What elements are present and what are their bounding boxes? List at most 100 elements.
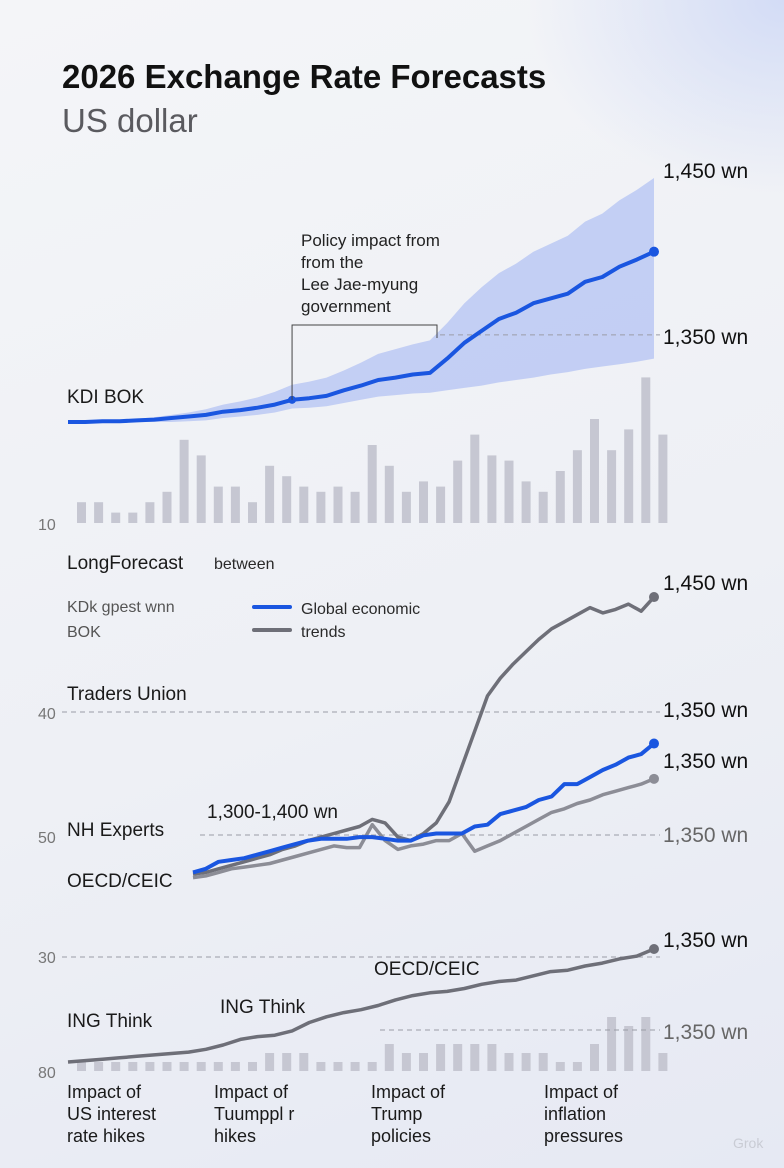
panel-2-line-trends (192, 777, 655, 880)
chart-title: 2026 Exchange Rate Forecasts (62, 58, 546, 95)
panel-1-bar (521, 481, 531, 523)
panel-1-bar (77, 502, 86, 523)
annotation-line-4: government (301, 297, 391, 316)
panel-3-bar (453, 1044, 463, 1071)
panel-1-bar (641, 377, 651, 523)
panel-3-bar (590, 1044, 599, 1071)
panel-3-bar (436, 1044, 446, 1071)
category-1-line-2: US interest (67, 1104, 156, 1124)
panel-1-callout-connector (291, 324, 438, 400)
category-3-line-3: policies (371, 1126, 431, 1146)
panel-3-bar (607, 1017, 617, 1071)
series-label-oecd-ceic: OECD/CEIC (67, 871, 173, 892)
panel-1: Policy impact from from the Lee Jae-myun… (38, 160, 748, 534)
panel-1-bar (487, 455, 497, 523)
category-3-line-1: Impact of (371, 1082, 446, 1102)
panel-3-bars (77, 1017, 668, 1071)
panel-3-bar (94, 1062, 104, 1071)
category-2-line-3: hikes (214, 1126, 256, 1146)
legend-label-global-economic: Global economic (301, 601, 420, 618)
panel-1-bar (196, 455, 206, 523)
category-4-line-2: inflation (544, 1104, 606, 1124)
panel-3-bar (282, 1053, 292, 1071)
panel-3-bar (111, 1062, 121, 1071)
panel-1-band (68, 178, 654, 422)
legend-left-line-1: KDk gpest wnn (67, 599, 175, 616)
panel-3-bar (367, 1062, 377, 1071)
panel-2-line-global-economic (192, 741, 656, 875)
panel-1-bar (213, 486, 223, 523)
panel-3-bar (128, 1062, 138, 1071)
panel-3-bar (162, 1062, 172, 1071)
annotation-line-1: Policy impact from (301, 231, 440, 250)
category-1-line-1: Impact of (67, 1082, 142, 1102)
axis-tick-30: 30 (38, 950, 56, 967)
panel-3-bar (316, 1062, 326, 1071)
panel-1-bar (401, 491, 411, 523)
value-label-1450-p2: 1,450 wn (663, 572, 748, 595)
panel-1-bar (94, 502, 104, 523)
annotation-line-3: Lee Jae-myung (301, 275, 418, 294)
panel-2-line-trends-upper (192, 595, 656, 876)
panel-2-end-point-blue (649, 738, 659, 749)
panel-1-line-kdi-bok (68, 249, 655, 424)
panel-1-bars (77, 377, 668, 523)
panel-1-bar (384, 465, 394, 523)
panel-1-bar (179, 439, 189, 523)
panel-1-bar (282, 476, 292, 523)
background-glow (524, 0, 784, 200)
panel-1-bar (162, 491, 172, 523)
panel-3-bar (350, 1062, 360, 1071)
x-categories: Impact of US interest rate hikes Impact … (67, 1082, 623, 1146)
panel-3-bar (487, 1044, 497, 1071)
legend-label-trends: trends (301, 624, 345, 641)
panel-3-bar (77, 1062, 86, 1071)
panel-3-bar (213, 1062, 223, 1071)
panel-1-bar (248, 502, 257, 523)
panel-1-bar (265, 465, 275, 523)
panel-3-bar (179, 1062, 189, 1071)
axis-tick-40: 40 (38, 706, 56, 723)
value-label-1350-b: 1,350 wn (663, 750, 748, 773)
panel-1-bar (128, 512, 138, 523)
panel-3-bar (265, 1053, 275, 1071)
value-label-1350-c: 1,350 wn (663, 824, 748, 847)
panel-3-bar (538, 1053, 548, 1071)
panel-1-bar (590, 419, 599, 523)
panel-3-bar (624, 1026, 634, 1071)
panel-3-bar (572, 1062, 582, 1071)
panel-3-bar (504, 1053, 514, 1071)
value-label-1350-p3a: 1,350 wn (663, 929, 748, 952)
panel-3-bar (419, 1053, 428, 1071)
category-1-line-3: rate hikes (67, 1126, 145, 1146)
value-label-1350: 1,350 wn (663, 326, 748, 349)
panel-3-bar (658, 1053, 668, 1071)
category-4-line-3: pressures (544, 1126, 623, 1146)
watermark: Grok (733, 1135, 764, 1151)
panel-1-bar (624, 429, 634, 523)
panel-1-bar (572, 450, 582, 523)
panel-2-end-point-upper (649, 592, 659, 603)
category-4-line-1: Impact of (544, 1082, 619, 1102)
panel-1-bar (299, 486, 309, 523)
panel-1-bar (470, 434, 480, 523)
category-3-line-2: Trump (371, 1104, 422, 1124)
panel-3-end-point (649, 944, 659, 954)
panel-3-bar (521, 1053, 531, 1071)
value-label-1350-p3b: 1,350 wn (663, 1021, 748, 1044)
series-label-kdi-bok: KDI BOK (67, 387, 144, 408)
range-label: 1,300-1,400 wn (207, 802, 338, 823)
panel-1-bar (555, 471, 565, 523)
series-label-nh-experts: NH Experts (67, 820, 164, 841)
panel-2-end-point-grey (649, 773, 659, 784)
panel-3-bar (196, 1062, 206, 1071)
panel-1-bar (419, 481, 428, 523)
panel-3-bar (384, 1044, 394, 1071)
panel-3-bar (333, 1062, 343, 1071)
category-2-line-2: Tuumppl r (214, 1104, 294, 1124)
panel-1-bar (453, 460, 463, 523)
panel-1-end-point (649, 246, 659, 257)
panel-3-bar (555, 1062, 565, 1071)
panel-1-bar (111, 512, 121, 523)
